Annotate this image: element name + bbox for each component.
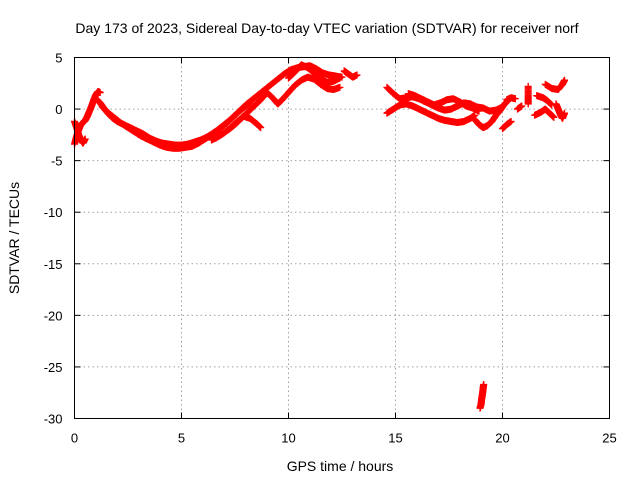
data-point xyxy=(336,74,344,82)
data-point xyxy=(511,95,519,103)
x-tick-label: 25 xyxy=(602,431,616,446)
axis-ticks xyxy=(74,57,610,419)
data-point xyxy=(550,113,558,121)
data-point xyxy=(353,71,361,79)
data-point xyxy=(561,109,569,117)
x-tick-label: 0 xyxy=(71,431,78,446)
data-point xyxy=(561,76,569,84)
y-tick-label: -20 xyxy=(44,308,63,323)
y-tick-label: -10 xyxy=(44,205,63,220)
y-tick-label: -30 xyxy=(44,412,63,427)
x-axis-label: GPS time / hours xyxy=(287,458,394,474)
x-tick-labels: 0 5 10 15 20 25 xyxy=(71,431,617,446)
y-tick-label: -5 xyxy=(51,154,63,169)
y-tick-labels: 5 0 -5 -10 -15 -20 -25 -30 xyxy=(44,51,63,427)
x-tick-label: 10 xyxy=(281,431,295,446)
data-point xyxy=(518,102,526,110)
y-tick-label: 0 xyxy=(55,102,62,117)
y-tick-label: -25 xyxy=(44,360,63,375)
x-tick-label: 20 xyxy=(495,431,509,446)
data-points xyxy=(71,61,569,412)
data-point xyxy=(257,124,265,132)
data-point xyxy=(246,99,254,107)
x-tick-label: 5 xyxy=(178,431,185,446)
data-point xyxy=(475,107,483,115)
y-tick-label: -15 xyxy=(44,257,63,272)
x-tick-label: 15 xyxy=(388,431,402,446)
grid xyxy=(74,57,610,419)
data-point xyxy=(336,83,344,91)
data-point xyxy=(524,100,532,108)
y-axis-label: SDTVAR / TECUs xyxy=(6,182,22,294)
data-point xyxy=(81,135,89,143)
data-point xyxy=(480,380,488,388)
data-point xyxy=(96,89,104,97)
chart-title: Day 173 of 2023, Sidereal Day-to-day VTE… xyxy=(75,20,578,36)
plot-frame xyxy=(74,57,610,419)
y-tick-label: 5 xyxy=(55,51,62,66)
data-point xyxy=(507,117,515,125)
